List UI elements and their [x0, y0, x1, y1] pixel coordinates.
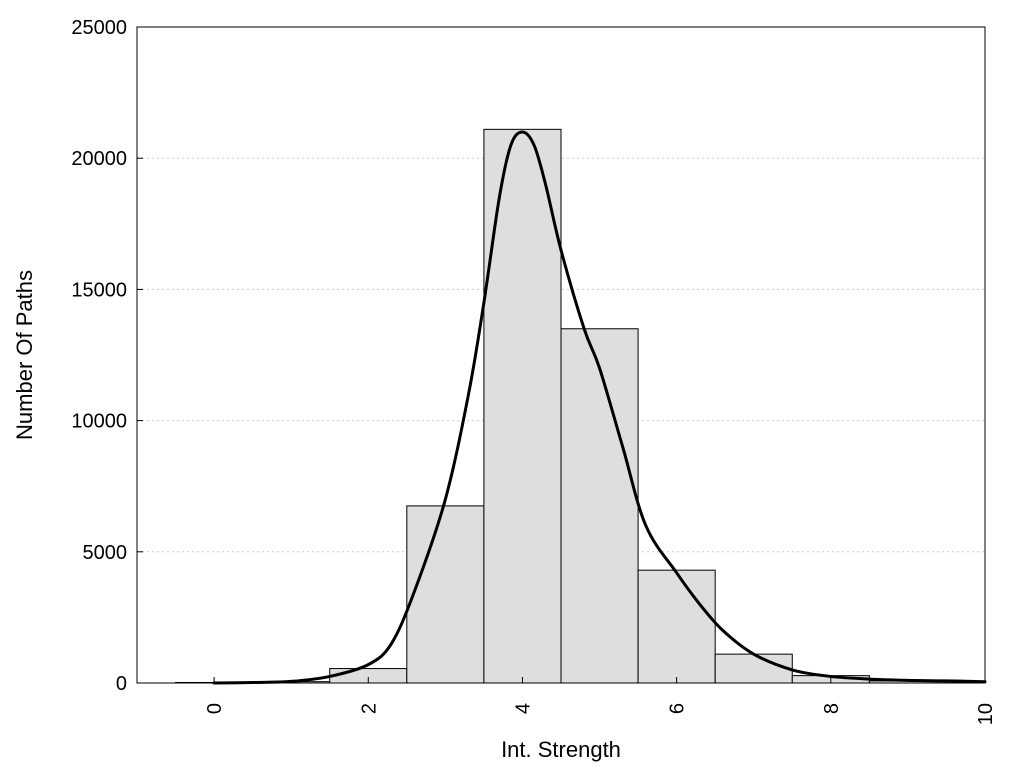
x-tick-label: 10: [975, 703, 997, 725]
x-axis-title: Int. Strength: [501, 737, 621, 762]
histogram-bar: [406, 505, 485, 684]
histogram-bars: [175, 128, 947, 684]
y-tick-label: 5000: [83, 542, 128, 564]
histogram-bar: [637, 569, 716, 684]
y-tick-label: 25000: [71, 17, 127, 39]
axis-ticks: [137, 26, 986, 684]
y-tick-label: 15000: [71, 279, 127, 301]
plot-frame: [136, 26, 986, 684]
histogram-bar: [714, 653, 793, 684]
x-tick-label: 0: [204, 703, 226, 714]
density-curve-layer: [212, 130, 987, 685]
x-tick-label: 4: [512, 703, 534, 714]
histogram-bar: [560, 328, 639, 684]
x-tick-labels: 0 2 4 6 8 10: [204, 703, 997, 725]
x-tick-label: 6: [667, 703, 689, 714]
x-tick-label: 2: [358, 703, 380, 714]
y-tick-label: 0: [116, 673, 127, 695]
y-tick-label: 20000: [71, 148, 127, 170]
grid-lines: [137, 157, 985, 553]
y-tick-labels: 0 5000 10000 15000 20000 25000: [71, 17, 127, 695]
y-axis-title: Number Of Paths: [12, 270, 37, 440]
x-tick-label: 8: [821, 703, 843, 714]
density-curve: [212, 130, 987, 685]
y-tick-label: 10000: [71, 411, 127, 433]
